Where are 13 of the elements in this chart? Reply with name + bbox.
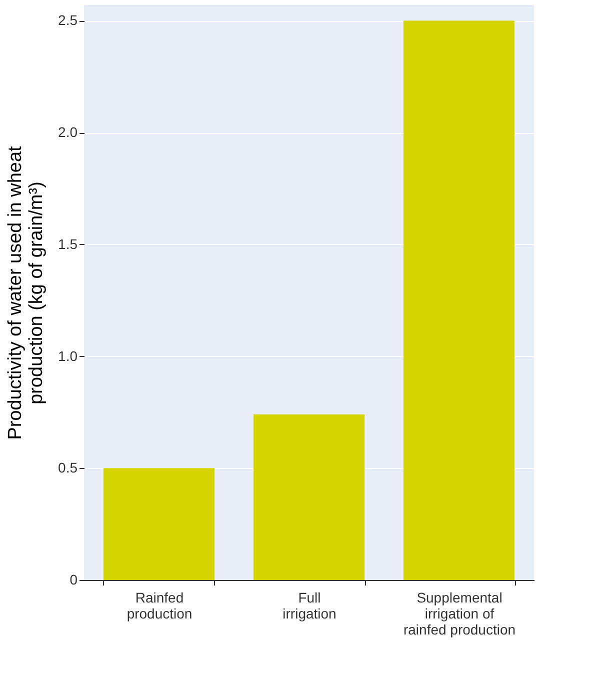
y-tick-label: 2.5 <box>58 12 78 28</box>
x-tick-label: Full irrigation <box>282 590 336 622</box>
y-tick-label: 2.0 <box>58 124 78 140</box>
x-tick-label: Supplemental irrigation of rainfed production <box>403 590 516 638</box>
y-tick-label: 1.0 <box>58 348 78 364</box>
y-tick-label: 0.5 <box>58 460 78 476</box>
x-tick-label: Rainfed production <box>126 590 192 622</box>
y-tick-label: 1.5 <box>58 236 78 252</box>
bar <box>404 20 514 580</box>
bar <box>254 414 364 580</box>
y-tick-label: 0 <box>70 572 78 588</box>
y-axis-title: Productivity of water used in wheat production (kg of grain/m³) <box>5 145 48 440</box>
bar <box>104 468 214 580</box>
